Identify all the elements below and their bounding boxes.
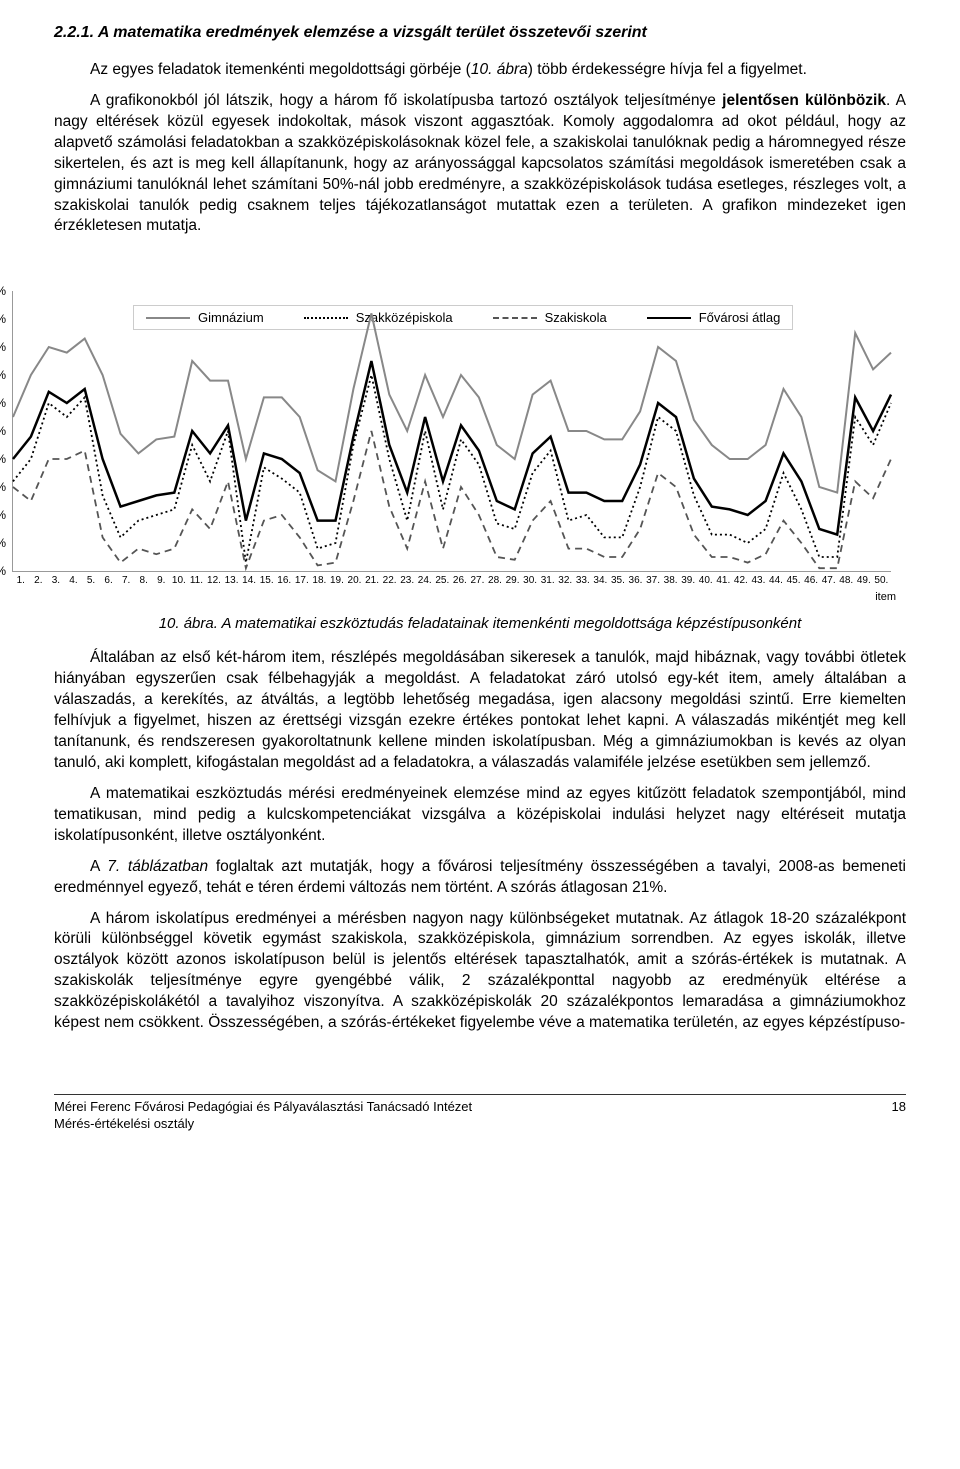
x-tick: 3.: [47, 575, 65, 586]
chart-lines: [13, 291, 891, 571]
p2-c: . A nagy eltérések közül egyesek indokol…: [54, 92, 906, 235]
page-number: 18: [892, 1099, 906, 1133]
p1-c: ) több érdekességre hívja fel a figyelme…: [528, 61, 807, 78]
y-tick: 10%: [0, 536, 6, 550]
p1-figure-ref: 10. ábra: [471, 61, 528, 78]
x-tick: 6.: [100, 575, 118, 586]
paragraph-4: A matematikai eszköztudás mérési eredmén…: [54, 784, 906, 847]
x-tick: 1.: [12, 575, 30, 586]
page-footer: Mérei Ferenc Fővárosi Pedagógiai és Pály…: [54, 1094, 906, 1133]
x-tick: 16.: [275, 575, 293, 586]
x-tick: 36.: [627, 575, 645, 586]
x-tick: 19.: [328, 575, 346, 586]
x-tick: 30.: [521, 575, 539, 586]
x-tick: 15.: [258, 575, 276, 586]
x-tick: 2.: [30, 575, 48, 586]
paragraph-1: Az egyes feladatok itemenkénti megoldott…: [54, 60, 906, 81]
x-tick: 39.: [679, 575, 697, 586]
x-tick: 46.: [802, 575, 820, 586]
p5-a: A: [90, 858, 107, 875]
paragraph-6: A három iskolatípus eredményei a mérésbe…: [54, 909, 906, 1035]
x-tick: 45.: [785, 575, 803, 586]
section-heading: 2.2.1. A matematika eredmények elemzése …: [54, 24, 906, 42]
x-tick: 23.: [398, 575, 416, 586]
x-tick: 31.: [539, 575, 557, 586]
y-tick: 0%: [0, 564, 6, 578]
y-tick: 90%: [0, 312, 6, 326]
x-tick: 14.: [240, 575, 258, 586]
x-axis-label: item: [875, 591, 896, 603]
y-tick: 100%: [0, 284, 6, 298]
p1-a: Az egyes feladatok itemenkénti megoldott…: [90, 61, 471, 78]
x-tick: 27.: [469, 575, 487, 586]
x-tick: 8.: [135, 575, 153, 586]
x-tick: 43.: [750, 575, 768, 586]
x-tick: 22.: [381, 575, 399, 586]
y-tick: 60%: [0, 396, 6, 410]
x-tick: 33.: [574, 575, 592, 586]
x-tick: 24.: [416, 575, 434, 586]
series-szakkozep: [13, 375, 891, 563]
x-tick: 4.: [65, 575, 83, 586]
p2-a: A grafikonokból jól látszik, hogy a háro…: [90, 92, 722, 109]
x-tick: 34.: [592, 575, 610, 586]
x-tick: 28.: [486, 575, 504, 586]
x-tick: 38.: [662, 575, 680, 586]
x-tick: 44.: [767, 575, 785, 586]
x-tick: 47.: [820, 575, 838, 586]
x-tick: 10.: [170, 575, 188, 586]
x-tick: 25.: [434, 575, 452, 586]
x-tick: 20.: [346, 575, 364, 586]
x-tick: 40.: [697, 575, 715, 586]
y-tick: 80%: [0, 340, 6, 354]
p5-table-ref: 7. táblázatban: [107, 858, 208, 875]
plot-area: Gimnázium Szakközépiskola Szakiskola Főv…: [12, 291, 891, 572]
x-tick: 50.: [873, 575, 891, 586]
y-tick: 50%: [0, 424, 6, 438]
y-tick: 70%: [0, 368, 6, 382]
x-tick: 35.: [609, 575, 627, 586]
x-tick: 48.: [837, 575, 855, 586]
y-tick: 20%: [0, 508, 6, 522]
x-tick: 42.: [732, 575, 750, 586]
x-tick: 5.: [82, 575, 100, 586]
x-tick: 9.: [153, 575, 171, 586]
x-tick: 41.: [715, 575, 733, 586]
x-tick: 17.: [293, 575, 311, 586]
x-tick: 11.: [188, 575, 206, 586]
x-tick: 18.: [311, 575, 329, 586]
x-tick: 32.: [556, 575, 574, 586]
y-tick: 30%: [0, 480, 6, 494]
chart-container: Teljesítmény 0%10%20%30%40%50%60%70%80%9…: [0, 285, 900, 605]
series-gimnazium: [13, 314, 891, 493]
footer-department: Mérés-értékelési osztály: [54, 1116, 472, 1133]
p2-bold: jelentősen különbözik: [722, 92, 886, 109]
y-tick: 40%: [0, 452, 6, 466]
x-tick: 12.: [205, 575, 223, 586]
paragraph-2: A grafikonokból jól látszik, hogy a háro…: [54, 91, 906, 237]
x-axis-ticks: 1.2.3.4.5.6.7.8.9.10.11.12.13.14.15.16.1…: [12, 575, 890, 586]
x-tick: 29.: [504, 575, 522, 586]
x-tick: 7.: [117, 575, 135, 586]
x-tick: 21.: [363, 575, 381, 586]
figure-caption: 10. ábra. A matematikai eszköztudás fela…: [54, 615, 906, 632]
footer-institution: Mérei Ferenc Fővárosi Pedagógiai és Pály…: [54, 1099, 472, 1116]
x-tick: 13.: [223, 575, 241, 586]
x-tick: 37.: [644, 575, 662, 586]
footer-left: Mérei Ferenc Fővárosi Pedagógiai és Pály…: [54, 1099, 472, 1133]
x-tick: 26.: [451, 575, 469, 586]
paragraph-5: A 7. táblázatban foglaltak azt mutatják,…: [54, 857, 906, 899]
paragraph-3: Általában az első két-három item, részlé…: [54, 648, 906, 774]
x-tick: 49.: [855, 575, 873, 586]
